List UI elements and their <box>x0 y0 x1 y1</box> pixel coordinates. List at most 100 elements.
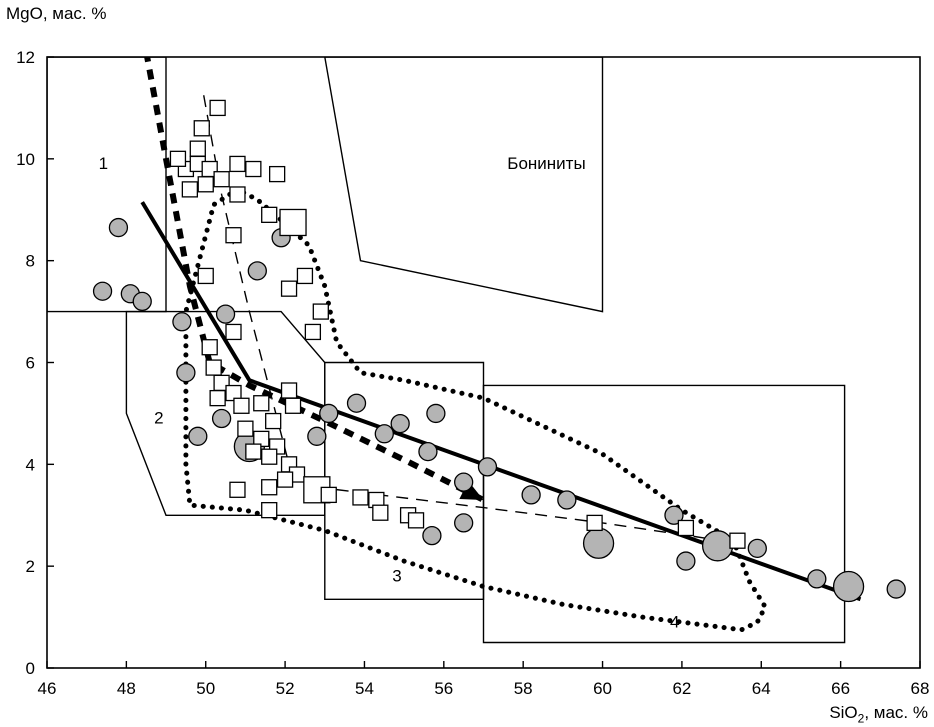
square-point <box>269 165 286 183</box>
circle-point <box>886 579 906 599</box>
x-tick-label: 64 <box>752 679 771 698</box>
square-point <box>261 448 278 465</box>
square-point <box>181 181 199 198</box>
x-tick-label: 56 <box>434 679 453 698</box>
square-point <box>312 303 329 320</box>
square-point <box>279 208 307 237</box>
square-point <box>245 443 262 460</box>
square-point <box>169 150 187 167</box>
square-point <box>229 481 246 498</box>
square-point <box>233 397 250 414</box>
thick-dashed-line-2 <box>144 57 485 503</box>
y-tick-label: 2 <box>26 557 35 576</box>
square-point <box>197 176 214 193</box>
x-axis-label-main: SiO <box>829 702 858 722</box>
solid-line-1 <box>140 201 862 602</box>
square-point <box>261 206 278 223</box>
square-point <box>229 186 246 203</box>
square-point <box>253 395 270 412</box>
circle-point <box>701 530 734 562</box>
circle-point <box>319 403 339 424</box>
circle-point <box>108 217 129 238</box>
square-point <box>265 412 282 430</box>
y-axis-label: MgO, мас. % <box>6 4 107 23</box>
circle-point <box>807 569 827 589</box>
square-point <box>209 389 226 407</box>
square-point <box>280 382 298 399</box>
x-tick-label: 52 <box>276 679 295 698</box>
square-point <box>205 359 222 376</box>
y-tick-label: 12 <box>16 48 35 67</box>
square-point <box>407 512 425 529</box>
square-point <box>280 280 298 297</box>
x-tick-label: 50 <box>196 679 215 698</box>
circle-point <box>215 304 236 324</box>
square-point <box>201 339 218 356</box>
square-point <box>284 397 302 414</box>
dotted-envelope-1 <box>183 186 768 633</box>
circle-point <box>390 413 410 434</box>
circle-point <box>132 291 152 312</box>
square-point <box>193 120 210 137</box>
y-tick-label: 0 <box>26 659 35 678</box>
square-point <box>237 420 254 437</box>
x-tick-label: 54 <box>355 679 374 698</box>
square-point <box>245 160 262 178</box>
circle-point <box>557 490 577 510</box>
circle-point <box>426 403 446 424</box>
square-point <box>304 323 322 341</box>
square-point <box>352 489 369 506</box>
x-axis-label-unit: , мас. % <box>864 702 928 722</box>
square-point <box>201 160 218 178</box>
field-1-outline <box>47 57 167 313</box>
x-tick-label: 48 <box>117 679 136 698</box>
field-5-label: Бониниты <box>507 154 585 173</box>
circle-point <box>582 527 615 559</box>
field-4-label: 4 <box>670 612 679 631</box>
x-axis-label-subscript: 2 <box>857 711 865 725</box>
circle-point <box>172 312 192 332</box>
circle-point <box>307 426 327 446</box>
x-tick-label: 60 <box>593 679 612 698</box>
y-tick-label: 10 <box>16 150 35 169</box>
circle-point <box>374 424 394 444</box>
square-point <box>320 486 337 504</box>
square-point <box>225 227 242 244</box>
square-point <box>213 171 230 188</box>
circle-point <box>247 261 267 281</box>
circle-point <box>211 408 232 429</box>
x-tick-label: 46 <box>38 679 57 698</box>
square-point <box>261 502 278 519</box>
x-tick-label: 68 <box>911 679 930 698</box>
arrow-head-2 <box>459 481 484 500</box>
field-5-outline <box>324 57 604 313</box>
circle-point <box>477 457 498 477</box>
square-point <box>586 514 603 532</box>
square-point <box>209 99 226 117</box>
circle-point <box>188 426 208 446</box>
circle-point <box>454 472 474 492</box>
circle-point <box>346 393 367 413</box>
square-point <box>261 479 278 496</box>
square-point <box>276 471 294 488</box>
circle-point <box>176 363 196 383</box>
circle-point <box>521 485 541 505</box>
circle-point <box>454 513 474 533</box>
x-tick-label: 58 <box>514 679 533 698</box>
data-points <box>92 99 906 603</box>
y-tick-label: 4 <box>26 455 35 474</box>
circle-point <box>92 281 113 301</box>
y-tick-label: 6 <box>26 354 35 373</box>
circle-point <box>832 570 865 603</box>
circle-point <box>664 505 684 525</box>
circle-point <box>422 525 442 546</box>
circle-point <box>418 441 438 462</box>
square-point <box>197 267 214 285</box>
square-point <box>296 267 314 285</box>
field-2-label: 2 <box>154 409 163 428</box>
circle-point <box>747 538 767 558</box>
field-1-label: 1 <box>99 154 108 173</box>
field-3-label: 3 <box>392 566 401 585</box>
